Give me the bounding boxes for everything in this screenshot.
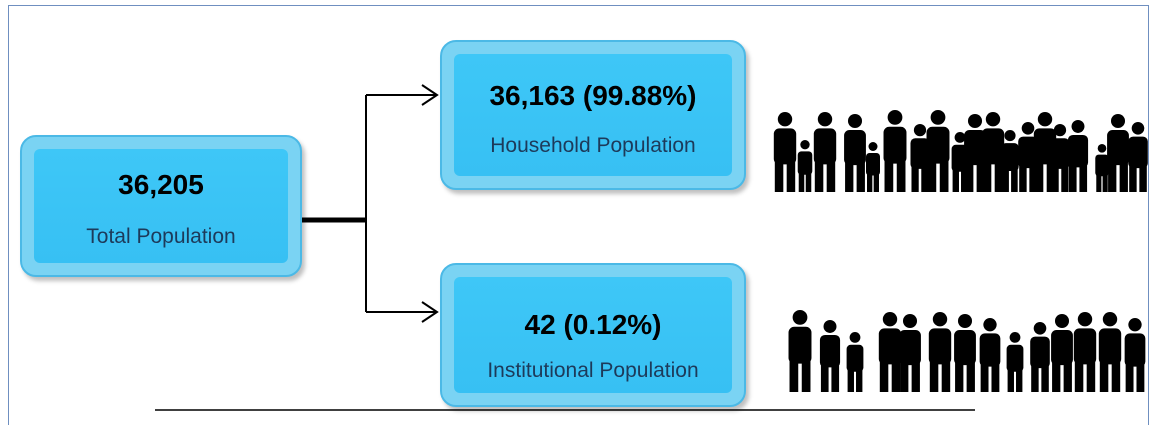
person-icon	[954, 314, 976, 392]
total-box: 36,205 Total Population	[20, 135, 302, 277]
person-icon	[929, 312, 951, 392]
person-icon	[1128, 122, 1148, 192]
person-icon	[866, 142, 880, 192]
person-icon	[844, 114, 866, 192]
person-icon	[980, 318, 1001, 392]
person-icon	[774, 112, 796, 192]
person-icon	[1007, 332, 1024, 392]
institutional-box: 42 (0.12%) Institutional Population	[440, 263, 746, 407]
person-icon	[1095, 144, 1108, 192]
node-label: Household Population	[442, 134, 744, 158]
person-icon	[1030, 322, 1050, 392]
person-icon	[879, 312, 901, 392]
person-icon	[820, 320, 840, 392]
person-icon	[1074, 312, 1096, 392]
node-value: 36,205	[22, 169, 300, 201]
person-icon	[1099, 312, 1121, 392]
person-icon	[899, 314, 921, 392]
person-icon	[847, 332, 864, 392]
node-value: 36,163 (99.88%)	[442, 80, 744, 112]
person-icon	[1107, 114, 1129, 192]
person-icon	[814, 112, 836, 192]
person-icon	[798, 140, 813, 192]
person-icon	[1125, 318, 1146, 392]
person-icon	[789, 310, 812, 392]
household-box: 36,163 (99.88%) Household Population	[440, 40, 746, 190]
person-icon	[1068, 120, 1088, 192]
people-icons	[774, 110, 1148, 392]
person-icon	[884, 110, 907, 192]
node-label: Institutional Population	[442, 359, 744, 383]
person-icon	[1051, 314, 1073, 392]
node-label: Total Population	[22, 225, 300, 249]
node-value: 42 (0.12%)	[442, 309, 744, 341]
person-icon	[927, 110, 950, 192]
person-icon	[982, 112, 1004, 192]
page: 36,205 Total Population 36,163 (99.88%) …	[0, 0, 1156, 421]
